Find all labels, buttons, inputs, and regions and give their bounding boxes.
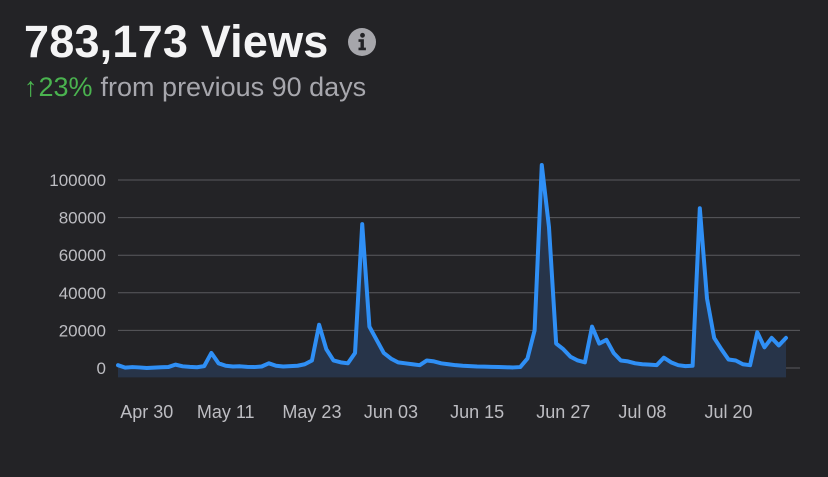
area-layer bbox=[118, 164, 786, 378]
y-tick-label: 0 bbox=[97, 359, 106, 378]
header: 783,173 Views ↑ 23% from previous 90 day… bbox=[24, 14, 804, 103]
y-tick-label: 80000 bbox=[59, 209, 106, 228]
x-tick-label: Apr 30 bbox=[120, 402, 173, 422]
y-tick-label: 100000 bbox=[49, 171, 106, 190]
comparison-period: from previous 90 days bbox=[100, 72, 367, 102]
x-axis: Apr 30 May 11 May 23 Jun 03 Jun 15 Jun 27 Jul … bbox=[120, 402, 752, 422]
y-tick-label: 60000 bbox=[59, 246, 106, 265]
info-icon-glyph bbox=[347, 28, 376, 56]
x-tick-label: May 11 bbox=[197, 402, 255, 422]
x-tick-label: Jul 08 bbox=[618, 402, 666, 422]
title-row: 783,173 Views bbox=[24, 14, 804, 70]
views-title: 783,173 Views bbox=[24, 16, 329, 67]
line-layer bbox=[116, 162, 788, 370]
info-icon[interactable] bbox=[347, 27, 377, 57]
views-line bbox=[116, 162, 788, 370]
change-percent: 23% bbox=[38, 72, 93, 102]
views-area bbox=[118, 164, 786, 378]
x-tick-label: Jun 27 bbox=[536, 402, 590, 422]
y-tick-label: 40000 bbox=[59, 284, 106, 303]
x-tick-label: Jul 20 bbox=[705, 402, 753, 422]
x-tick-label: Jun 03 bbox=[364, 402, 418, 422]
y-axis: 0 20000 40000 60000 80000 100000 bbox=[49, 171, 106, 378]
x-tick-label: Jun 15 bbox=[450, 402, 504, 422]
up-arrow-icon: ↑ bbox=[24, 72, 38, 102]
y-tick-label: 20000 bbox=[59, 321, 106, 340]
change-summary: ↑ 23% from previous 90 days bbox=[24, 72, 804, 103]
x-tick-label: May 23 bbox=[282, 402, 341, 422]
